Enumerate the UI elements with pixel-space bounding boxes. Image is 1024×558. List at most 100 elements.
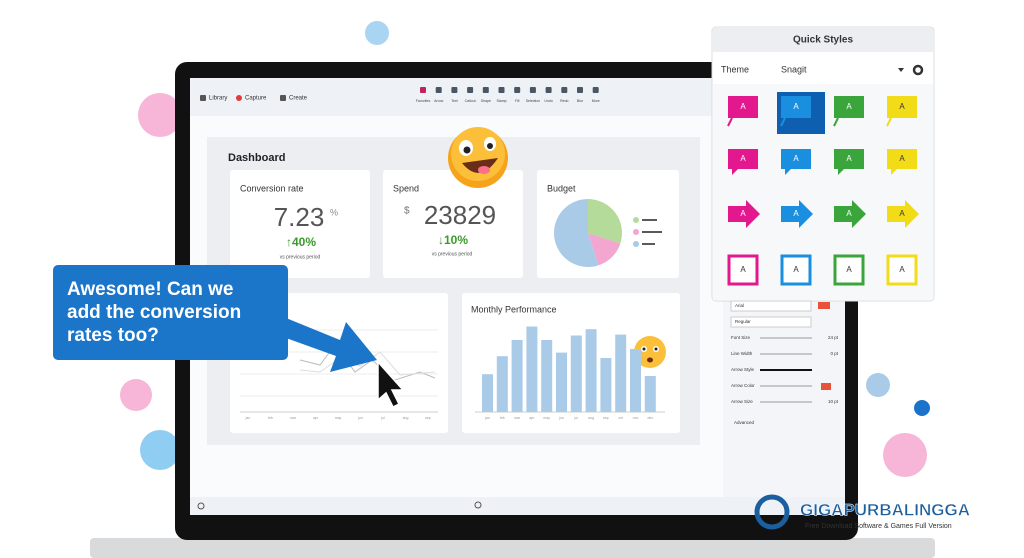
metric: 7.23 <box>274 202 325 232</box>
toolbar-button[interactable]: Create <box>289 96 308 102</box>
prop-label: Arrow Style <box>731 367 755 372</box>
style-tile[interactable] <box>728 96 758 118</box>
tool-label[interactable]: Favorites <box>416 99 431 103</box>
tool-label[interactable]: Blur <box>577 99 584 103</box>
tool-icon[interactable] <box>561 87 568 93</box>
style-tile-text[interactable]: A <box>899 102 905 111</box>
style-tile[interactable] <box>780 254 812 286</box>
tool-icon[interactable] <box>514 87 521 93</box>
style-tile-text[interactable]: A <box>846 265 852 274</box>
callout-text: Awesome! Can we <box>67 279 233 300</box>
tool-label[interactable]: Shape <box>481 99 491 103</box>
tool-icon[interactable] <box>467 87 474 93</box>
dropdown[interactable] <box>730 316 812 328</box>
style-tile-text[interactable]: A <box>899 265 905 274</box>
style-tile-text[interactable]: A <box>740 209 746 218</box>
style-tile[interactable] <box>833 254 865 286</box>
tool-icon[interactable] <box>435 87 442 93</box>
style-tile[interactable] <box>781 149 811 175</box>
style-tile-text[interactable]: A <box>740 102 746 111</box>
style-tile[interactable] <box>886 254 918 286</box>
toolbar-icon[interactable] <box>280 95 286 101</box>
style-tile-text[interactable]: A <box>793 265 799 274</box>
tool-icon[interactable] <box>498 87 505 93</box>
change: ↑40% <box>286 235 316 249</box>
tool-icon[interactable] <box>577 87 583 93</box>
prop-value[interactable]: 0 pt <box>830 351 838 356</box>
style-tile[interactable] <box>887 149 917 175</box>
tool-icon[interactable] <box>482 87 489 93</box>
toolbar-button[interactable]: Library <box>209 96 227 102</box>
tool-label[interactable]: Arrow <box>434 99 444 103</box>
style-tile-text[interactable]: A <box>740 265 746 274</box>
bar <box>511 340 523 412</box>
style-tile-text[interactable]: A <box>846 154 852 163</box>
style-tile[interactable] <box>728 200 760 228</box>
prop-value[interactable]: Arial <box>735 303 744 308</box>
style-tile[interactable] <box>781 96 811 118</box>
zoom-icon[interactable] <box>474 501 482 509</box>
settings-icon[interactable] <box>912 64 924 76</box>
style-tile-text[interactable]: A <box>846 102 852 111</box>
style-tile-text[interactable]: A <box>846 209 852 218</box>
style-tile-text[interactable]: A <box>793 102 799 111</box>
toolbar-icon[interactable] <box>200 95 206 101</box>
tool-label[interactable]: Redo <box>560 99 568 103</box>
bar <box>585 329 597 412</box>
month-label: feb <box>268 416 273 420</box>
bar <box>541 340 553 412</box>
currency: $ <box>404 206 410 217</box>
prop-value[interactable]: 10 pt <box>828 399 839 404</box>
tool-icon[interactable] <box>529 87 536 93</box>
style-tile[interactable] <box>834 149 864 175</box>
tool-icon[interactable] <box>451 87 458 93</box>
theme-select[interactable]: Snagit <box>781 64 807 74</box>
card <box>230 170 370 278</box>
month-label: jul <box>574 416 579 420</box>
prop-value[interactable]: Regular <box>735 319 751 324</box>
month-label: feb <box>500 416 505 420</box>
style-tile[interactable] <box>834 200 866 228</box>
tool-label[interactable]: Fill <box>515 99 520 103</box>
blob <box>914 400 930 416</box>
month-label: aug <box>588 416 594 420</box>
style-tile-text[interactable]: A <box>899 154 905 163</box>
style-tile[interactable] <box>834 96 864 118</box>
dropdown-caret[interactable] <box>898 68 904 72</box>
style-tile[interactable] <box>887 200 919 228</box>
style-tile[interactable] <box>887 96 917 118</box>
style-tile[interactable] <box>728 149 758 175</box>
prop-label: Arrow Color <box>731 383 755 388</box>
tool-icon[interactable] <box>592 87 599 93</box>
bar <box>630 349 641 412</box>
month-label: jun <box>558 416 564 420</box>
style-tile[interactable] <box>781 200 813 228</box>
tool-label[interactable]: More <box>592 99 600 103</box>
style-tile-text[interactable]: A <box>899 209 905 218</box>
tool-icon[interactable] <box>545 87 552 93</box>
toolbar-icon[interactable] <box>236 95 242 101</box>
style-tile[interactable] <box>727 254 759 286</box>
style-tile-text[interactable]: A <box>740 154 746 163</box>
dropdown[interactable] <box>730 300 812 312</box>
tool-label[interactable]: Stamp <box>496 99 506 103</box>
tool-label[interactable]: Callout <box>465 99 476 103</box>
advanced[interactable]: Advanced <box>734 420 755 425</box>
status-icon[interactable] <box>197 502 205 510</box>
prop-value[interactable]: 24 pt <box>828 335 839 340</box>
card-title: Budget <box>547 183 576 193</box>
color-swatch[interactable] <box>818 302 830 309</box>
toolbar-button[interactable]: Capture <box>245 96 267 102</box>
style-tile-text[interactable]: A <box>793 209 799 218</box>
tool-icon[interactable] <box>420 87 426 93</box>
tool-label[interactable]: Undo <box>544 99 552 103</box>
tool-label[interactable]: Text <box>451 99 457 103</box>
cursor <box>377 360 405 409</box>
metric: 23829 <box>424 200 496 230</box>
style-tile-text[interactable]: A <box>793 154 799 163</box>
card-title: Spend <box>393 183 419 193</box>
tool-label[interactable]: Selection <box>526 99 540 103</box>
pie-slice <box>588 233 621 266</box>
color-swatch[interactable] <box>821 383 831 390</box>
